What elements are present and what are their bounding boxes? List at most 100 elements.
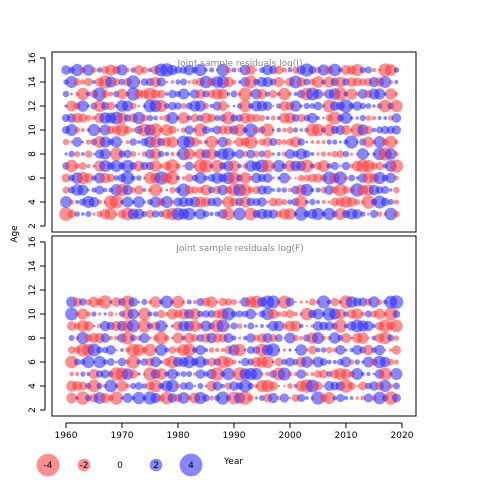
residual-bubble <box>311 391 325 405</box>
residual-bubble <box>272 104 275 108</box>
residual-bubble <box>205 135 218 149</box>
residual-bubble <box>218 297 227 307</box>
y-tick-label: 4 <box>28 383 38 389</box>
residual-bubble <box>127 308 139 320</box>
residual-bubble <box>65 124 78 136</box>
residual-bubble <box>271 188 276 192</box>
residual-bubble <box>175 175 181 181</box>
y-tick-label: 14 <box>28 76 38 88</box>
residual-bubble <box>250 367 263 381</box>
residual-bubble <box>323 207 336 221</box>
residual-bubble <box>95 185 105 195</box>
residual-bubble <box>268 209 278 219</box>
y-tick-label: 16 <box>28 236 38 248</box>
residual-bubble <box>164 92 169 96</box>
residual-bubble <box>73 78 81 86</box>
residual-bubble <box>326 139 332 145</box>
residual-bubble <box>244 75 258 89</box>
residual-bubble <box>115 348 118 352</box>
residual-bubble <box>227 171 241 185</box>
residual-bubble <box>252 126 260 134</box>
residual-bubble <box>313 173 323 183</box>
residual-bubble <box>223 76 234 88</box>
residual-bubble <box>176 128 180 132</box>
residual-bubble <box>378 367 392 381</box>
residual-bubble <box>247 382 255 390</box>
residual-bubble <box>312 88 324 100</box>
residual-bubble <box>281 187 288 193</box>
residual-bubble <box>220 383 226 389</box>
residual-bubble <box>177 392 190 404</box>
residual-bubble <box>276 127 282 133</box>
residual-bubble <box>80 371 86 377</box>
residual-bubble <box>389 188 393 192</box>
residual-bubble <box>167 64 178 76</box>
residual-bubble <box>245 65 256 75</box>
residual-bubble <box>86 163 91 169</box>
residual-bubble <box>224 138 233 146</box>
residual-bubble <box>208 347 215 353</box>
residual-bubble <box>140 66 148 74</box>
residual-bubble <box>182 164 185 168</box>
residual-bubble <box>152 311 159 317</box>
residual-bubble <box>246 346 255 354</box>
residual-bubble <box>149 379 162 393</box>
residual-bubble <box>372 104 376 108</box>
residual-bubble <box>81 140 85 144</box>
legend-label: 2 <box>153 461 159 471</box>
residual-bubble <box>253 150 260 158</box>
residual-bubble <box>130 382 137 390</box>
residual-bubble <box>181 176 186 180</box>
residual-bubble <box>122 184 133 196</box>
residual-bubble <box>373 171 386 185</box>
residual-bubble <box>281 198 288 206</box>
residual-bubble <box>159 115 164 121</box>
residual-bubble <box>381 186 390 194</box>
residual-bubble <box>355 140 359 144</box>
residual-bubble <box>194 356 207 368</box>
residual-bubble <box>296 369 307 379</box>
residual-bubble <box>360 311 366 317</box>
residual-bubble <box>287 187 293 193</box>
residual-bubble <box>62 90 70 98</box>
residual-bubble <box>165 171 180 185</box>
residual-bubble <box>74 211 81 217</box>
residual-bubble <box>155 368 168 380</box>
residual-bubble <box>334 76 346 88</box>
residual-bubble <box>333 319 347 333</box>
residual-bubble <box>269 89 278 99</box>
residual-bubble <box>67 209 76 219</box>
residual-bubble <box>137 319 152 333</box>
residual-bubble <box>142 200 146 204</box>
residual-bubble <box>388 79 393 85</box>
residual-bubble <box>115 312 118 316</box>
residual-bubble <box>276 187 282 193</box>
residual-bubble <box>294 207 308 221</box>
residual-bubble <box>186 115 192 121</box>
x-tick-label: 1970 <box>111 431 134 441</box>
residual-bubble <box>299 104 303 108</box>
residual-bubble <box>150 392 161 404</box>
residual-bubble <box>76 391 90 405</box>
residual-bubble <box>87 343 101 357</box>
residual-bubble <box>268 197 278 207</box>
residual-bubble <box>260 372 264 376</box>
residual-bubble <box>257 89 267 99</box>
residual-bubble <box>230 114 238 122</box>
residual-bubble <box>268 308 279 320</box>
y-tick-label: 10 <box>28 124 38 136</box>
residual-bubble <box>197 310 204 318</box>
residual-bubble <box>284 148 296 160</box>
residual-bubble <box>221 111 235 125</box>
residual-bubble <box>74 150 81 158</box>
residual-bubble <box>271 128 275 132</box>
residual-bubble <box>263 185 273 195</box>
residual-bubble <box>324 185 335 195</box>
residual-bubble <box>285 297 295 307</box>
bottom-panel-title: Joint sample residuals log(F) <box>175 244 303 254</box>
residual-bubble <box>208 186 216 194</box>
residual-bubble <box>126 319 140 333</box>
residual-bubble <box>85 210 92 218</box>
residual-bubble <box>265 371 270 377</box>
residual-bubble <box>333 171 348 185</box>
